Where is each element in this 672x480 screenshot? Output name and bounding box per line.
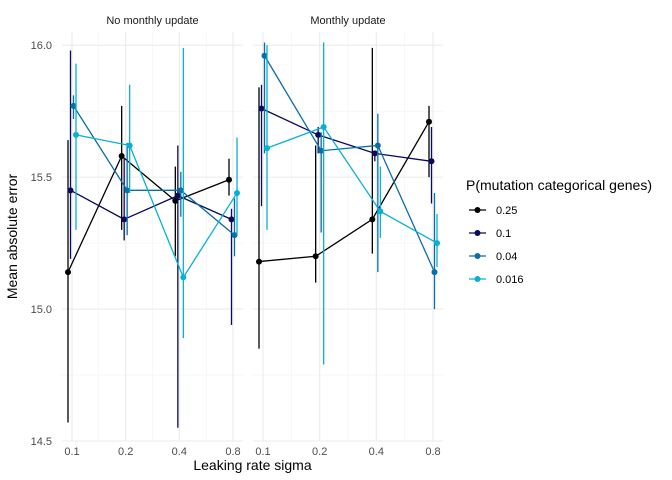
legend-key-point bbox=[474, 276, 481, 282]
x-tick-label: 0.4 bbox=[369, 446, 384, 458]
facet-panel: No monthly update 0.1 0.2 0.4 0.8 bbox=[62, 15, 243, 458]
data-point bbox=[258, 105, 265, 112]
data-point bbox=[118, 153, 125, 160]
x-tick-label: 0.4 bbox=[172, 446, 187, 458]
data-point bbox=[172, 197, 179, 204]
legend-item: 0.04 bbox=[469, 251, 517, 263]
y-tick-label: 14.5 bbox=[31, 436, 52, 448]
data-point bbox=[67, 187, 74, 194]
series-line bbox=[266, 126, 438, 244]
series-line bbox=[75, 134, 238, 279]
facet-title: Monthly update bbox=[310, 15, 385, 27]
y-tick-label: 15.0 bbox=[31, 304, 52, 316]
data-point bbox=[70, 102, 77, 109]
legend-key-point bbox=[474, 253, 481, 259]
series-0.04 bbox=[70, 95, 238, 257]
data-point bbox=[126, 142, 133, 149]
x-tick-label: 0.1 bbox=[64, 446, 79, 458]
data-point bbox=[226, 176, 232, 183]
data-point bbox=[121, 216, 128, 223]
data-point bbox=[256, 258, 262, 265]
series-line bbox=[258, 121, 430, 263]
data-point bbox=[261, 52, 268, 59]
legend-title: P(mutation categorical genes) bbox=[466, 177, 652, 193]
legend-label: 0.04 bbox=[496, 251, 517, 263]
data-point bbox=[180, 274, 187, 281]
data-point bbox=[431, 269, 438, 276]
legend-key-point bbox=[474, 207, 481, 213]
legend-label: 0.1 bbox=[496, 228, 511, 240]
data-point bbox=[174, 192, 181, 199]
data-point bbox=[234, 189, 240, 196]
data-point bbox=[318, 147, 325, 154]
data-point bbox=[426, 118, 432, 125]
data-point bbox=[371, 150, 378, 157]
data-point bbox=[231, 232, 238, 239]
legend-item: 0.016 bbox=[469, 274, 524, 286]
legend-label: 0.25 bbox=[496, 205, 517, 217]
data-point bbox=[374, 142, 381, 149]
data-point bbox=[428, 158, 435, 165]
data-point bbox=[377, 208, 384, 215]
data-point bbox=[124, 187, 131, 194]
data-point bbox=[312, 253, 319, 260]
legend-key-point bbox=[474, 230, 481, 236]
data-point bbox=[315, 131, 322, 138]
x-tick-label: 0.2 bbox=[312, 446, 327, 458]
series-line bbox=[67, 154, 230, 273]
data-point bbox=[264, 145, 270, 152]
data-point bbox=[369, 216, 376, 223]
series-line bbox=[261, 107, 432, 162]
y-axis-title: Mean absolute error bbox=[4, 174, 20, 300]
series-line bbox=[72, 105, 235, 236]
series-0.25 bbox=[65, 105, 232, 423]
legend-label: 0.016 bbox=[496, 274, 524, 286]
series-0.1 bbox=[67, 50, 235, 428]
legend-item: 0.25 bbox=[469, 205, 517, 217]
x-tick-label: 0.8 bbox=[425, 446, 440, 458]
series-0.016 bbox=[264, 42, 440, 365]
data-point bbox=[228, 216, 235, 223]
series-line bbox=[70, 189, 232, 221]
series-0.016 bbox=[73, 47, 240, 339]
series-0.04 bbox=[261, 42, 438, 310]
series-line bbox=[263, 55, 436, 273]
x-tick-label: 0.8 bbox=[225, 446, 240, 458]
data-point bbox=[320, 123, 327, 130]
facet-title: No monthly update bbox=[106, 15, 198, 27]
legend: P(mutation categorical genes) 0.25 0.1 0.0… bbox=[466, 177, 652, 286]
x-tick-label: 0.1 bbox=[255, 446, 270, 458]
legend-item: 0.1 bbox=[469, 228, 511, 240]
y-tick-label: 16.0 bbox=[31, 40, 52, 52]
x-axis-title: Leaking rate sigma bbox=[193, 457, 312, 473]
series-0.1 bbox=[258, 84, 435, 207]
x-tick-label: 0.2 bbox=[118, 446, 133, 458]
facet-panel: Monthly update 0.1 0.2 0.4 0.8 bbox=[253, 15, 443, 458]
data-point bbox=[177, 187, 184, 194]
data-point bbox=[434, 240, 440, 247]
data-point bbox=[73, 131, 79, 138]
y-tick-label: 15.5 bbox=[31, 172, 52, 184]
y-axis: 14.5 15.0 15.5 16.0 bbox=[31, 40, 52, 448]
series-0.25 bbox=[256, 47, 432, 349]
data-point bbox=[65, 269, 71, 276]
